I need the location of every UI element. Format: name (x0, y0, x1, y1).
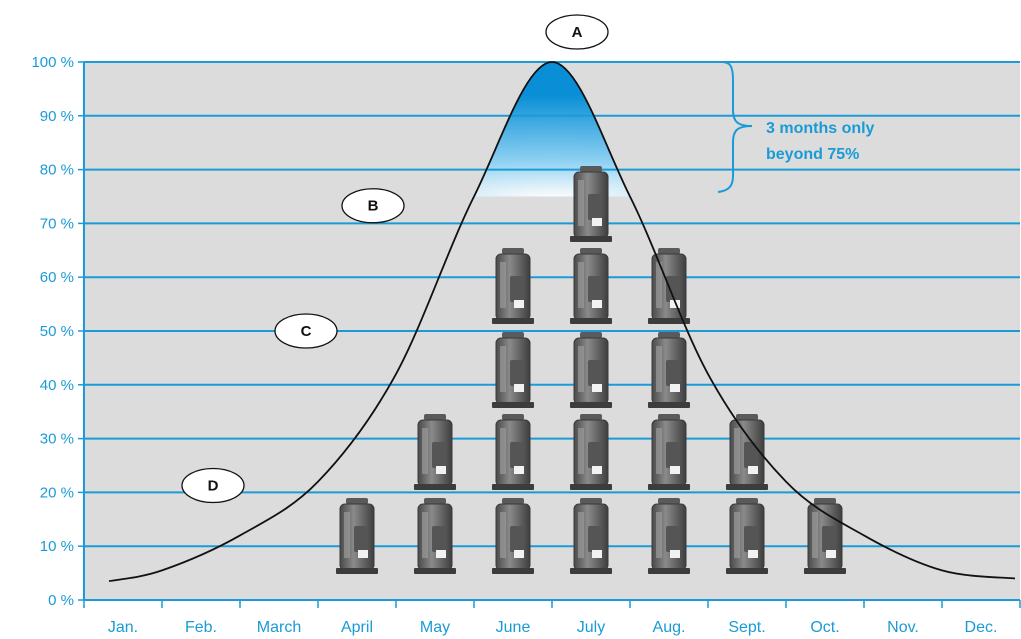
annotation-line-1: 3 months only (766, 120, 875, 137)
compressor-icon (648, 332, 690, 408)
compressor-icon (570, 498, 612, 574)
y-tick-label: 10 % (40, 538, 74, 555)
callout-label: D (208, 478, 219, 495)
compressor-icon (726, 498, 768, 574)
x-tick-label: July (577, 619, 605, 636)
compressor-icon (570, 248, 612, 324)
compressor-icon (414, 414, 456, 490)
x-tick-label: Jan. (108, 619, 138, 636)
x-tick-label: Dec. (965, 619, 998, 636)
x-tick-label: Sept. (728, 619, 765, 636)
x-tick-label: Nov. (887, 619, 919, 636)
y-tick-label: 60 % (40, 269, 74, 286)
y-tick-label: 70 % (40, 215, 74, 232)
compressor-icon (336, 498, 378, 574)
demand-curve-line (108, 61, 1016, 583)
compressor-icon (648, 414, 690, 490)
axes: 0 % 10 % 20 % 30 % 40 % 50 % 60 % 70 % 80 % 90 % 1… (31, 54, 1021, 636)
y-tick-label: 80 % (40, 162, 74, 179)
x-tick-label: May (420, 619, 450, 636)
y-tick-label: 90 % (40, 108, 74, 125)
callout-label: B (368, 198, 379, 215)
x-tick-label: March (257, 619, 301, 636)
callout-a: A (545, 14, 609, 50)
annotation-line-2: beyond 75% (766, 146, 859, 163)
y-tick-label: 30 % (40, 431, 74, 448)
callout-label: A (572, 24, 583, 41)
compressor-icon (492, 332, 534, 408)
x-tick-label: Feb. (185, 619, 217, 636)
callout-label: C (301, 323, 312, 340)
callout-b: B (341, 188, 405, 224)
y-tick-label: 100 % (31, 54, 74, 71)
compressor-icon (492, 498, 534, 574)
compressor-stacks (336, 166, 846, 574)
compressor-icon (570, 166, 612, 242)
x-tick-label: Oct. (810, 619, 839, 636)
compressor-icon (726, 414, 768, 490)
y-tick-label: 20 % (40, 484, 74, 501)
compressor-icon (648, 498, 690, 574)
x-tick-label: Aug. (653, 619, 686, 636)
annotation-brace (717, 61, 753, 193)
y-tick-label: 50 % (40, 323, 74, 340)
compressor-icon (492, 248, 534, 324)
compressor-icon (570, 414, 612, 490)
x-tick-label: June (496, 619, 531, 636)
compressor-icon (492, 414, 534, 490)
compressor-icon (570, 332, 612, 408)
callout-c: C (274, 313, 338, 349)
callouts: A B C D (181, 14, 609, 504)
y-tick-label: 40 % (40, 377, 74, 394)
demand-curve (108, 61, 1016, 583)
annotation: 3 months only beyond 75% (717, 61, 875, 193)
compressor-icon (804, 498, 846, 574)
x-tick-label: April (341, 619, 373, 636)
y-tick-label: 0 % (48, 592, 74, 609)
callout-d: D (181, 467, 245, 504)
compressor-icon (414, 498, 456, 574)
